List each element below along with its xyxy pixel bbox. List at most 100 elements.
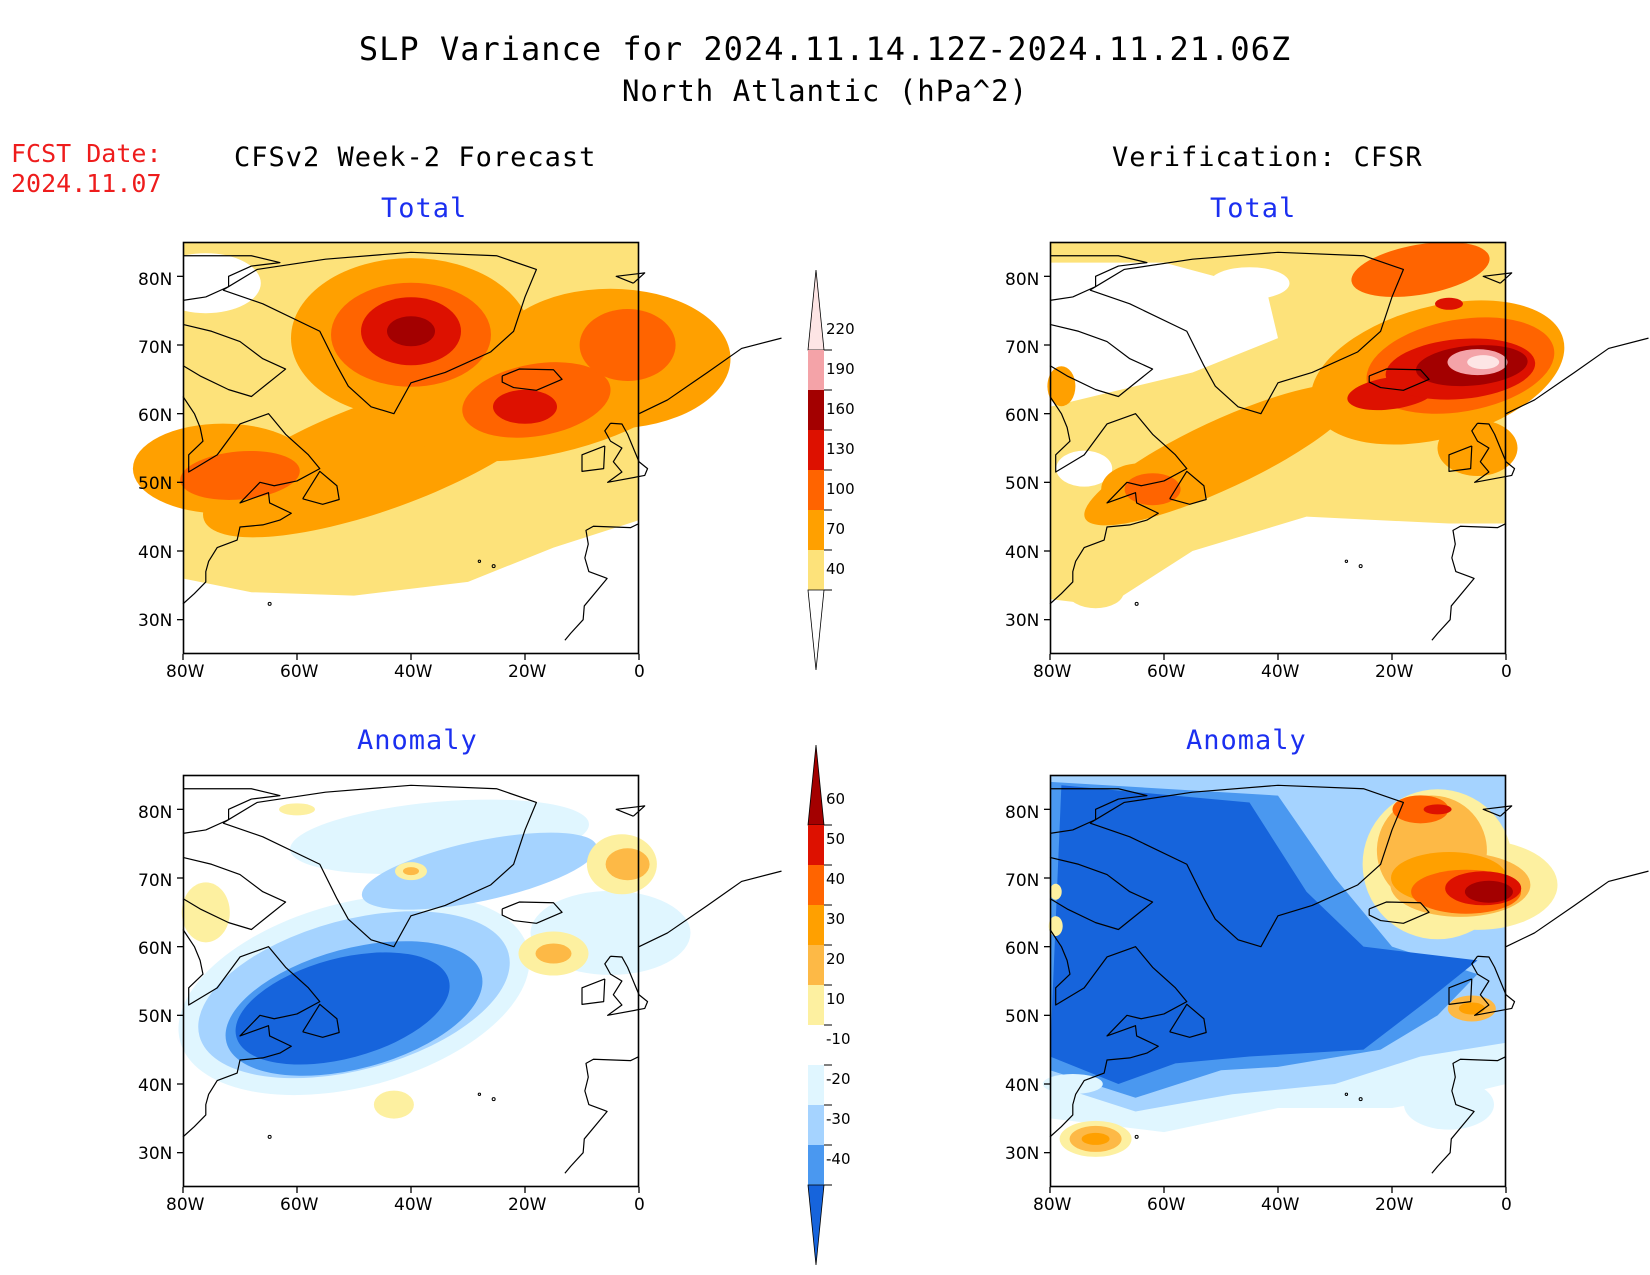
colorbar-box (808, 1025, 824, 1065)
azores-island (1358, 564, 1363, 569)
coastline (1049, 929, 1188, 1138)
contour-blob (387, 316, 435, 347)
coastline (1448, 445, 1473, 472)
lon-tick: 0 (634, 1195, 645, 1215)
panel-label-cfsr-total: Total (1210, 193, 1297, 224)
fcst-date-value: 2024.11.07 (11, 169, 162, 198)
coastline (1448, 978, 1473, 1005)
bermuda-island (1134, 601, 1139, 606)
azores-island (1344, 1092, 1349, 1096)
panel-label-forecast-anomaly: Anomaly (357, 725, 478, 756)
coastline (182, 396, 321, 605)
coastline (1169, 1003, 1207, 1038)
coastline (222, 251, 537, 415)
contour-blob (1435, 297, 1463, 310)
contour-region (1050, 785, 1478, 1084)
coastline (1049, 788, 1148, 834)
cfsr-anomaly-map (1042, 774, 1649, 1193)
colorbar-arrow-top (807, 269, 825, 351)
colorbar-box (808, 865, 824, 905)
colorbar-level: 30 (826, 910, 846, 928)
contour-blob (403, 867, 419, 876)
bermuda-island (267, 601, 272, 606)
coastline (182, 856, 287, 931)
left-column-header: CFSv2 Week-2 Forecast (234, 142, 597, 173)
panel-label-forecast-total: Total (381, 193, 468, 224)
contour-blob (1404, 1079, 1494, 1130)
coastline (638, 337, 782, 415)
colorbar-arrow-bottom (807, 589, 825, 671)
contour-blob (150, 253, 261, 314)
contour-blob (279, 803, 315, 816)
contour-blob (1351, 242, 1490, 297)
fcst-date-label: FCST Date: (11, 139, 162, 168)
lon-tick: 60W (1147, 1195, 1186, 1215)
azores-island (477, 1092, 482, 1096)
lat-tick: 80N (138, 270, 173, 290)
lat-tick: 50N (138, 1007, 173, 1027)
lon-tick: 20W (508, 1195, 547, 1215)
coastline (1049, 856, 1154, 931)
lat-tick: 40N (138, 1076, 173, 1096)
azores-island (477, 559, 482, 563)
colorbar-level: 70 (826, 520, 846, 538)
coastline (1368, 901, 1430, 924)
colorbar-arrow-top (807, 744, 825, 826)
total-colorbar (807, 269, 832, 671)
coastline (182, 788, 281, 834)
colorbar-level: 10 (826, 990, 846, 1008)
colorbar-level: -30 (826, 1110, 851, 1128)
lat-tick: 40N (1005, 543, 1040, 563)
colorbar-arrow-bottom (807, 1184, 825, 1266)
colorbar-box (808, 945, 824, 985)
colorbar-box (808, 350, 824, 390)
lon-tick: 60W (1147, 662, 1186, 682)
lat-tick: 30N (1005, 1144, 1040, 1164)
contour-blob (1049, 883, 1062, 900)
lon-tick: 60W (280, 662, 319, 682)
lat-tick: 60N (138, 406, 173, 426)
azores-island (491, 564, 496, 569)
colorbar-box (808, 1145, 824, 1185)
colorbar-box (808, 825, 824, 865)
lon-tick: 0 (634, 662, 645, 682)
coastline (1169, 470, 1207, 505)
lon-tick: 40W (1261, 662, 1300, 682)
contour-blob (535, 943, 572, 964)
figure-title-line1: SLP Variance for 2024.11.14.12Z-2024.11.… (358, 30, 1292, 68)
lat-tick: 50N (138, 474, 173, 494)
lon-tick: 0 (1501, 1195, 1512, 1215)
colorbar-level: 60 (826, 790, 846, 808)
coastline (1368, 368, 1430, 391)
colorbar-level: -10 (826, 1030, 851, 1048)
contour-region (1050, 262, 1278, 407)
forecast-anomaly-map (177, 774, 782, 1193)
lon-tick: 60W (280, 1195, 319, 1215)
cfsr-total-map (1044, 241, 1649, 660)
contour-blob (1437, 420, 1518, 476)
lon-tick: 0 (1501, 662, 1512, 682)
coastline (1471, 422, 1516, 483)
coastline (501, 901, 563, 924)
colorbar-level: -20 (826, 1070, 851, 1088)
coastline (1049, 396, 1188, 605)
lon-tick: 80W (166, 662, 205, 682)
colorbar-level: -40 (826, 1150, 851, 1168)
contour-blob (1458, 1002, 1485, 1015)
coastline (182, 255, 281, 301)
map-frame (182, 241, 640, 655)
coastline (1049, 323, 1154, 398)
coastline (182, 929, 321, 1138)
coastline (564, 1055, 640, 1174)
lat-tick: 60N (1005, 939, 1040, 959)
azores-island (1358, 1097, 1363, 1102)
azores-island (491, 1097, 496, 1102)
contour-blob (1048, 916, 1063, 937)
lon-tick: 20W (1375, 662, 1414, 682)
coastline (1471, 955, 1516, 1016)
colorbar-box (808, 430, 824, 470)
lat-tick: 60N (138, 939, 173, 959)
coastline (1431, 1055, 1507, 1174)
colorbar-level: 130 (826, 440, 855, 458)
coastline (501, 368, 563, 391)
